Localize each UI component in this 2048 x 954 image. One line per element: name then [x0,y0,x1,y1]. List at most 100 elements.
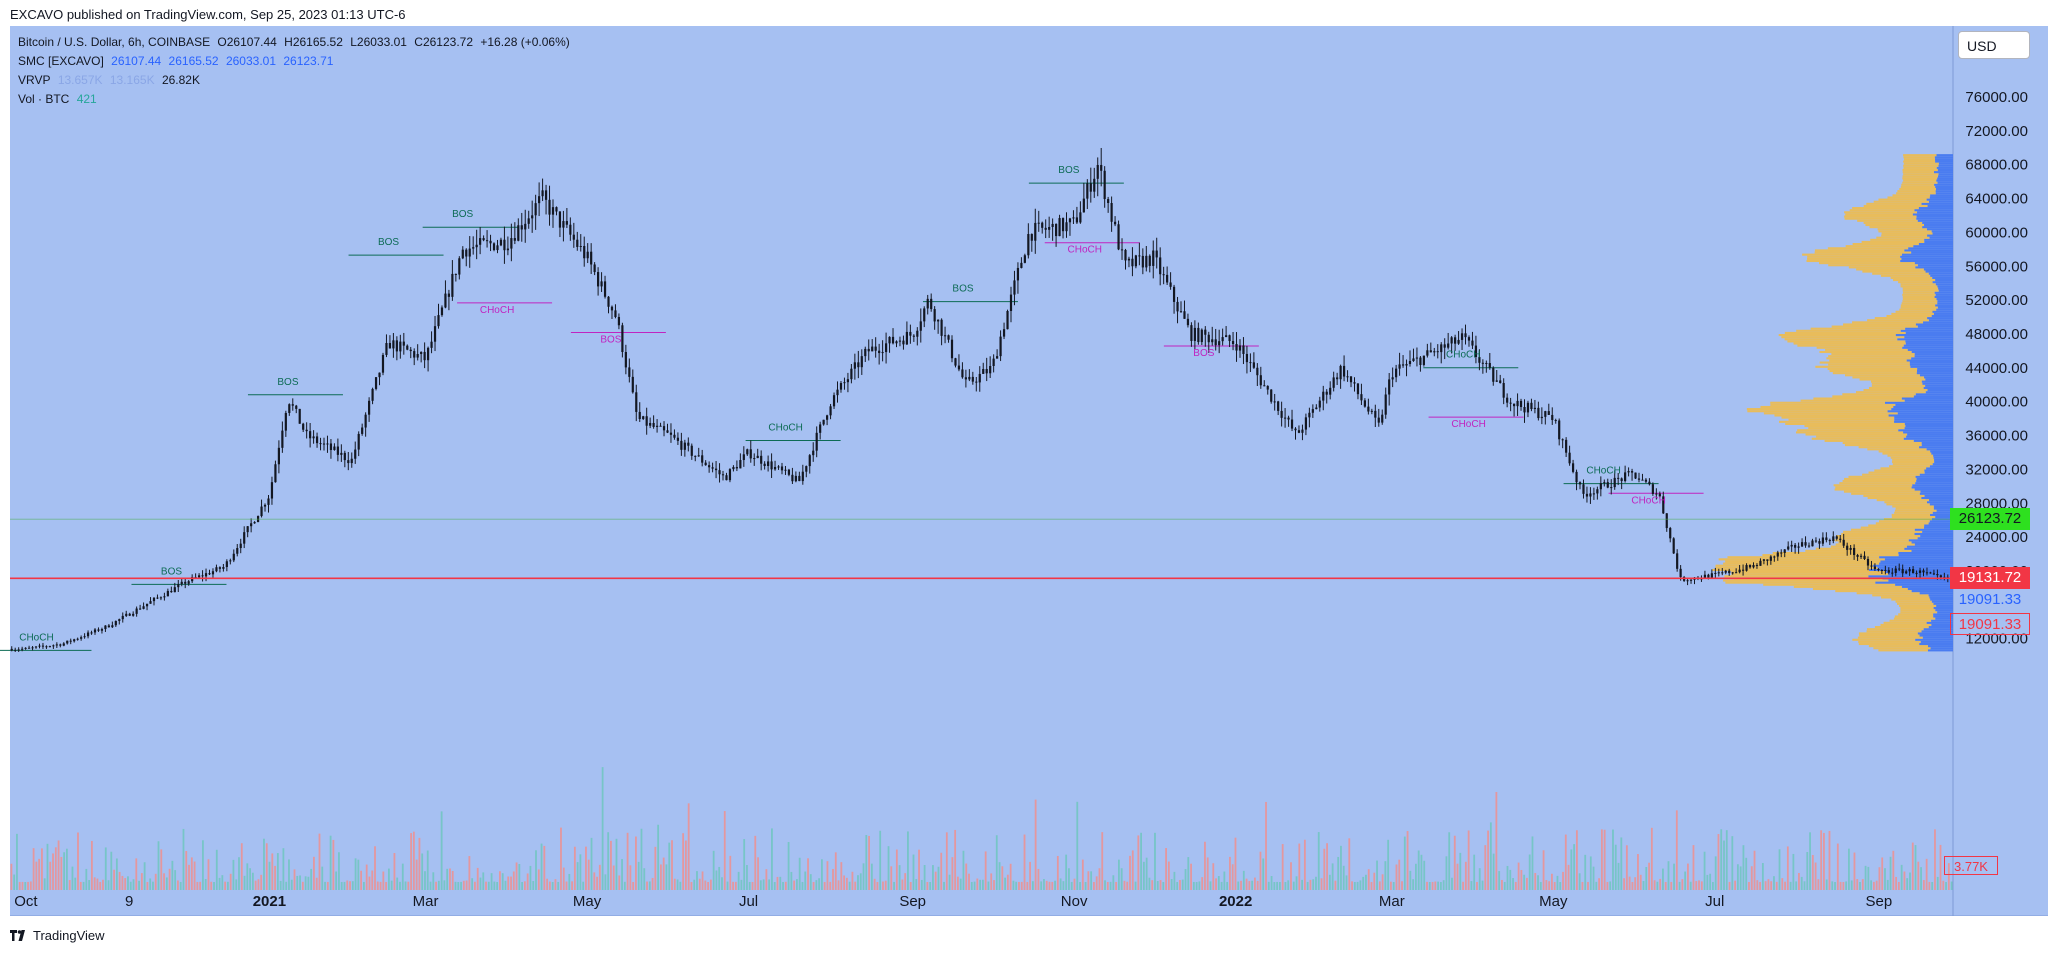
volume-bar [1242,870,1245,890]
volume-bar [196,881,199,890]
volume-bar [163,873,165,890]
profile-bar-sell [1899,308,1937,311]
profile-bar-buy [1920,490,1953,493]
profile-bar-sell [1834,539,1909,542]
candle-body [1679,568,1682,578]
candle-body [1089,183,1092,192]
volume-bar [1573,844,1576,890]
candle-body [45,646,48,648]
volume-bar [1750,866,1753,890]
profile-bar-sell [1902,168,1938,172]
volume-bar [1673,863,1675,890]
published-header: EXCAVO published on TradingView.com, Sep… [10,7,406,22]
profile-bar-buy [1932,276,1953,279]
legend-smc-row[interactable]: SMC [EXCAVO] 26107.44 26165.52 26033.01 … [18,52,574,71]
candle-body [86,632,90,637]
profile-bar-buy [1936,179,1953,182]
volume-bar [1795,881,1798,890]
profile-bar-buy [1904,547,1953,550]
volume-bar [1240,880,1242,890]
profile-bar-buy [1917,211,1953,214]
candle-body [1325,391,1328,395]
candle-body [1866,558,1870,566]
candle-body [829,406,832,416]
legend-vrvp-row[interactable]: VRVP 13.657K 13.165K 26.82K [18,71,574,90]
profile-bar-sell [1880,623,1932,627]
candle-body [1901,568,1904,574]
footer-brand[interactable]: TradingView [10,928,105,943]
volume-bar [1248,881,1251,890]
profile-bar-sell [1807,255,1901,258]
volume-bar [1278,881,1281,890]
profile-bar-buy [1935,515,1953,519]
volume-bar [365,864,368,890]
volume-bar [1617,862,1620,890]
candle-body [1054,223,1058,237]
volume-bar [507,876,510,890]
candle-body [1058,218,1061,237]
profile-bar-buy [1938,175,1953,178]
profile-bar-buy [1924,238,1953,241]
volume-bar [940,852,943,890]
volume-bar [637,861,640,890]
candle-body [940,319,943,336]
volume-bar [640,828,643,890]
volume-bar [82,881,85,890]
profile-bar-sell [1886,314,1932,318]
candle-body [1606,482,1609,488]
volume-bar [1767,879,1770,890]
candle-body [52,645,55,647]
profile-bar-buy [1924,240,1953,244]
profile-bar-buy [1921,380,1953,383]
candle-body [1221,337,1224,342]
profile-bar-sell [1819,361,1910,364]
candle-body [1592,493,1595,495]
profile-bar-buy [1898,551,1953,555]
time-axis: Oct 9 2021 Mar May Jul Sep Nov 2022 Mar May Jul Sep [14,893,1892,910]
volume-bar [1695,881,1698,890]
structure-label: CHoCH [1446,350,1480,361]
volume-bar [1931,881,1934,890]
profile-bar-sell [1902,177,1938,180]
profile-bar-buy [1934,171,1953,174]
candle-body [884,343,888,353]
volume-bar [1803,881,1806,890]
volume-bar [573,846,576,890]
candle-body [315,436,319,444]
structure-label: BOS [161,566,182,577]
price-axis-background[interactable] [1953,26,2048,916]
profile-bar-sell [1873,647,1931,650]
candle-body [305,429,308,432]
currency-button[interactable]: USD [1958,31,2030,59]
candle-body [340,452,343,455]
volume-bar [1081,859,1084,890]
volume-bar [1761,863,1764,890]
volume-bar [254,880,257,890]
volume-bar [1523,874,1526,890]
volume-bar [1478,868,1481,890]
candle-body [1481,362,1484,364]
volume-bar [845,877,848,890]
volume-bar [329,835,332,890]
volume-bar [662,857,665,890]
candle-body [631,376,634,393]
volume-bar [504,880,507,890]
profile-bar-buy [1928,626,1953,629]
legend-vol-row[interactable]: Vol · BTC 421 [18,90,574,109]
volume-bar [1945,881,1947,890]
volume-bar [132,879,135,890]
legend-symbol-row[interactable]: Bitcoin / U.S. Dollar, 6h, COINBASE O261… [18,33,574,52]
profile-bar-sell [1715,566,1878,569]
volume-bar [1487,830,1489,890]
volume-bar [884,880,887,890]
profile-bar-buy [1895,403,1953,406]
volume-bar [313,856,315,890]
candle-body [1880,569,1883,571]
price-chart[interactable]: CHoCHBOSBOSBOSBOSCHoCHBOSCHoCHBOSBOSCHoC… [0,26,2048,916]
candle-body [1096,164,1099,179]
profile-bar-buy [1916,480,1953,483]
candle-body [208,573,211,575]
candle-body [420,351,423,355]
profile-bar-buy [1920,640,1953,643]
volume-bar [1587,881,1589,890]
